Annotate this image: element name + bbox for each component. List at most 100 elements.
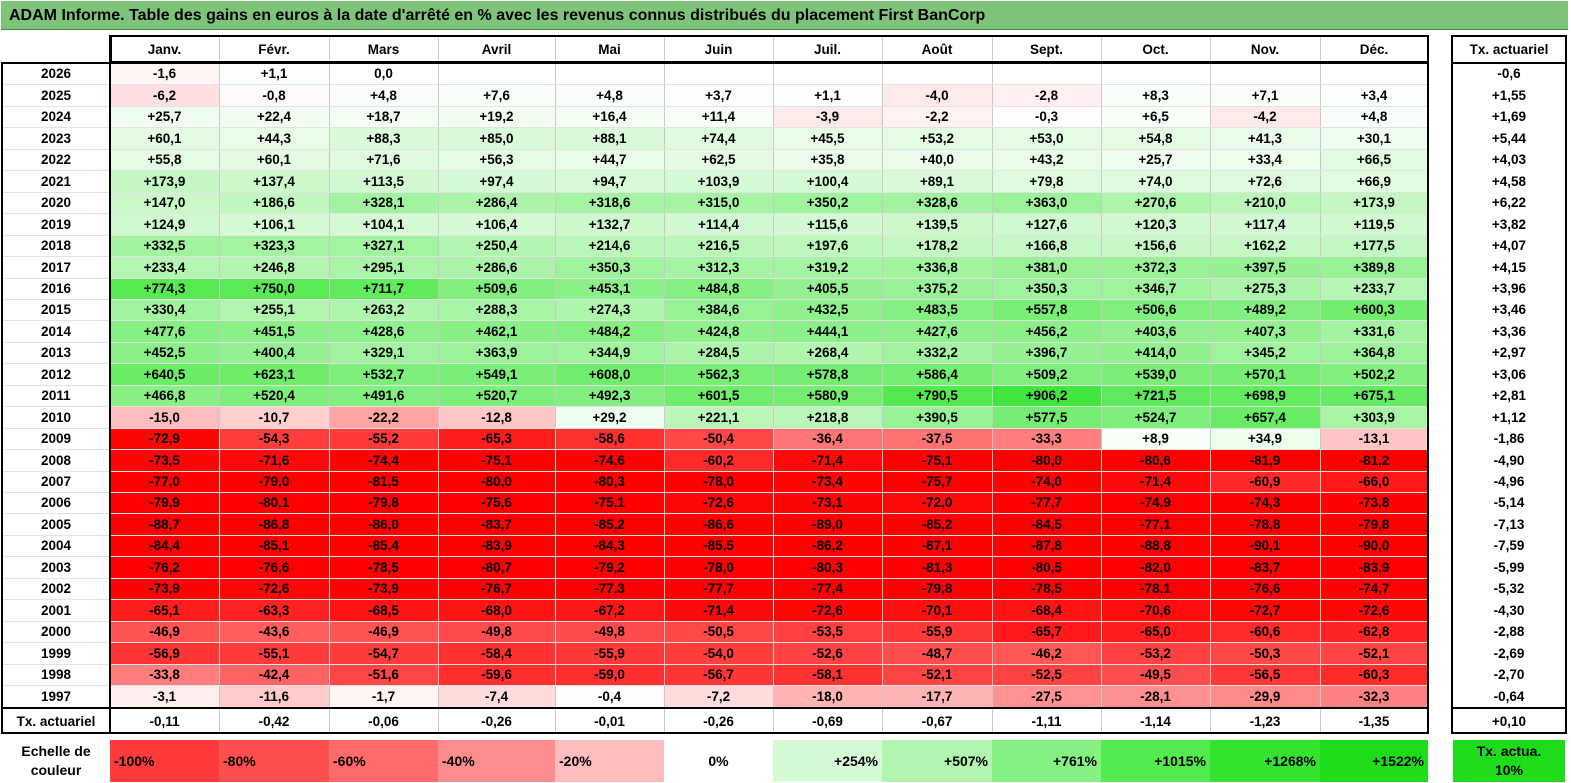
gain-cell: +35,8 [773,149,882,170]
gain-cell: -75,1 [882,449,992,471]
gain-cell: +7,6 [438,84,555,106]
gain-cell: +600,3 [1320,299,1428,320]
gain-cell: -49,8 [555,621,664,642]
gain-cell: -89,0 [773,513,882,535]
gain-cell: +466,8 [110,385,219,406]
gain-cell: -73,9 [110,578,219,599]
gain-cell: -65,1 [110,599,219,621]
gain-cell: -77,0 [110,471,219,492]
row-actuarial-rate: +3,36 [1491,323,1527,339]
gain-cell: +8,3 [1101,84,1210,106]
gain-cell: +489,2 [1210,299,1320,320]
gain-cell: +45,5 [773,127,882,149]
footer-rate-cell: -0,26 [481,713,512,729]
row-actuarial-rate: +1,69 [1491,109,1527,124]
row-actuarial-rate: +4,07 [1491,238,1527,253]
gain-cell: -75,6 [438,492,555,513]
gain-cell: -75,1 [438,449,555,471]
year-label: 2007 [40,474,72,489]
gain-cell: -32,3 [1320,685,1428,707]
gain-cell: -86,2 [773,535,882,556]
year-label: 2009 [40,431,72,446]
row-actuarial-rate: +3,82 [1491,216,1527,232]
gain-cell: -76,6 [219,556,329,578]
grid-line [2,299,1428,300]
grid-line [2,127,1428,128]
month-header: Nov. [1250,42,1280,57]
gain-cell: +210,0 [1210,192,1320,213]
gain-cell: +344,9 [555,342,664,363]
gain-cell: -36,4 [773,428,882,449]
gain-cell: +675,1 [1320,385,1428,406]
gain-cell: +750,0 [219,278,329,299]
legend-swatch: +254% [773,740,882,782]
gain-cell: -74,7 [1320,578,1428,599]
gain-cell: -53,2 [1101,642,1210,664]
gain-cell: -78,0 [664,471,773,492]
gain-cell: +345,2 [1210,342,1320,363]
row-actuarial-rate: -5,14 [1493,495,1525,510]
gain-cell: -49,5 [1101,664,1210,685]
gain-cell: +40,0 [882,149,992,170]
gain-cell: -48,7 [882,642,992,664]
gain-cell: -58,1 [773,664,882,685]
gain-cell: -79,0 [219,471,329,492]
gain-cell: -46,9 [110,621,219,642]
gain-cell: +456,2 [992,320,1101,342]
gain-cell: -54,0 [664,642,773,664]
gain-cell: -59,0 [555,664,664,685]
gain-cell: -65,0 [1101,621,1210,642]
gain-cell: +250,4 [438,235,555,256]
gain-cell: -80,0 [992,449,1101,471]
gain-cell: +173,9 [1320,192,1428,213]
year-label: 1997 [40,688,72,704]
gain-cell: -56,5 [1210,664,1320,685]
gain-cell: +103,9 [664,170,773,192]
legend-rate-swatch: Tx. actua. 10% [1453,740,1565,782]
gain-cell: -71,4 [664,599,773,621]
month-header: Janv. [147,42,182,57]
gain-cell: +288,3 [438,299,555,320]
gain-cell: +330,4 [110,299,219,320]
gain-cell: -43,6 [219,621,329,642]
gain-cell: +286,6 [438,256,555,278]
gain-cell: +62,5 [664,149,773,170]
grid-line [2,449,1428,450]
gain-cell: +520,4 [219,385,329,406]
gain-cell: -58,6 [555,428,664,449]
gain-cell: -3,9 [773,106,882,127]
gain-cell: +7,1 [1210,84,1320,106]
actuarial-rate-header: Tx. actuariel [1469,42,1549,57]
table-border [1451,62,1567,64]
row-actuarial-rate: +4,15 [1491,259,1527,275]
row-actuarial-rate: -7,13 [1493,516,1525,532]
year-label: 2010 [40,409,72,425]
gain-cell: -71,4 [773,449,882,471]
gain-cell: +403,6 [1101,320,1210,342]
table-border [1,707,1429,709]
row-actuarial-rate: -5,99 [1493,559,1525,575]
gain-cell: +336,8 [882,256,992,278]
gain-cell: -6,2 [110,84,219,106]
gain-cell: -59,6 [438,664,555,685]
gain-cell: +85,0 [438,127,555,149]
gain-cell: -11,6 [219,685,329,707]
gain-cell: -81,5 [329,471,438,492]
gain-cell: +8,9 [1101,428,1210,449]
gain-cell: -50,5 [664,621,773,642]
gain-cell: +363,9 [438,342,555,363]
grid-line [2,685,1428,686]
row-actuarial-rate: -2,88 [1493,624,1525,639]
gain-cell: +29,2 [555,406,664,428]
gain-cell: +328,1 [329,192,438,213]
gain-cell: -49,8 [438,621,555,642]
gain-cell [1101,63,1210,84]
row-actuarial-rate: +2,97 [1491,345,1527,360]
gain-cell: +315,0 [664,192,773,213]
gain-cell: +94,7 [555,170,664,192]
grid-line [2,664,1428,665]
gain-cell: +18,7 [329,106,438,127]
grid-line [2,342,1428,343]
gain-cell: -60,3 [1320,664,1428,685]
gain-cell: -75,1 [555,492,664,513]
